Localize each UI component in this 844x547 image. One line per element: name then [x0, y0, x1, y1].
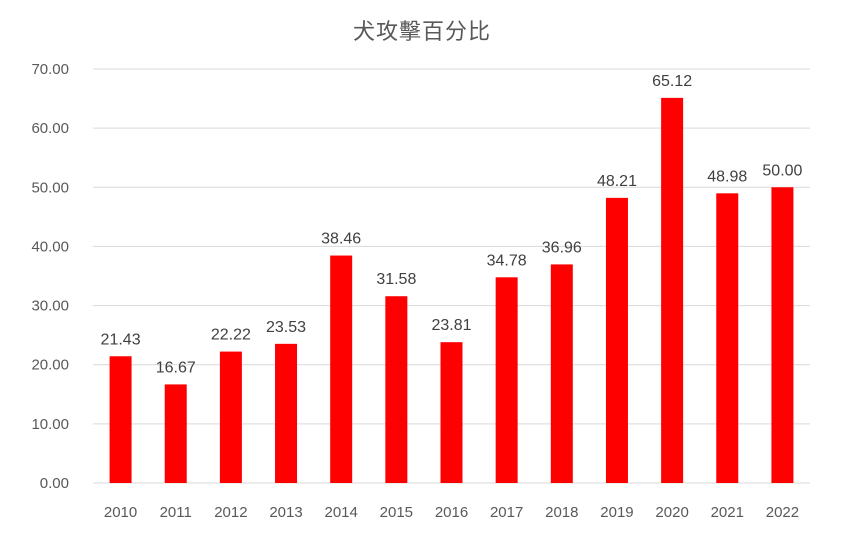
chart-title: 犬攻擊百分比	[352, 20, 491, 45]
y-tick-label: 60.00	[31, 120, 69, 137]
y-tick-label: 30.00	[31, 298, 69, 315]
data-label-2019: 48.21	[597, 173, 637, 190]
x-tick-label-2015: 2015	[380, 504, 413, 521]
y-tick-label: 70.00	[31, 61, 69, 78]
x-tick-label-2010: 2010	[104, 504, 137, 521]
bar-2013	[275, 343, 298, 483]
bar-2015	[385, 296, 408, 483]
y-tick-label: 10.00	[31, 416, 69, 433]
x-tick-label-2022: 2022	[766, 504, 799, 521]
y-axis-ticks: 0.00 10.00 20.00 30.00 40.00 50.00 60.00 70.00	[31, 61, 69, 492]
y-tick-label: 0.00	[40, 475, 69, 492]
x-tick-label-2017: 2017	[490, 504, 523, 521]
data-label-2013: 23.53	[266, 319, 306, 336]
bar-2018	[550, 264, 573, 483]
x-axis-ticks: 2010 2011 2012 2013 2014 2015 2016 2017 2018 2019…	[104, 504, 799, 521]
x-tick-label-2014: 2014	[325, 504, 358, 521]
data-label-2016: 23.81	[431, 317, 471, 334]
x-tick-label-2013: 2013	[269, 504, 302, 521]
bars	[109, 97, 794, 484]
x-tick-label-2021: 2021	[711, 504, 744, 521]
x-tick-label-2018: 2018	[545, 504, 578, 521]
data-label-2022: 50.00	[762, 162, 802, 179]
bar-2011	[164, 384, 187, 483]
data-label-2012: 22.22	[211, 327, 251, 344]
x-tick-label-2016: 2016	[435, 504, 468, 521]
bar-2021	[716, 193, 739, 483]
bar-2016	[440, 342, 463, 483]
data-label-2018: 36.96	[542, 239, 582, 256]
bar-2014	[330, 255, 353, 483]
data-label-2014: 38.46	[321, 231, 361, 248]
y-tick-label: 20.00	[31, 357, 69, 374]
bar-2012	[219, 351, 242, 483]
x-tick-label-2020: 2020	[655, 504, 688, 521]
data-label-2020: 65.12	[652, 73, 692, 90]
y-tick-label: 40.00	[31, 238, 69, 255]
y-tick-label: 50.00	[31, 179, 69, 196]
data-labels: 21.43 16.67 22.22 23.53 38.46 31.58 23.81 34.78…	[101, 73, 803, 377]
data-label-2021: 48.98	[707, 168, 747, 185]
data-label-2017: 34.78	[487, 252, 527, 269]
bar-2010	[109, 356, 132, 483]
x-tick-label-2011: 2011	[160, 504, 192, 521]
x-tick-label-2012: 2012	[214, 504, 247, 521]
bar-2019	[605, 197, 628, 483]
data-label-2010: 21.43	[101, 331, 141, 348]
x-tick-label-2019: 2019	[600, 504, 633, 521]
data-label-2011: 16.67	[156, 359, 196, 376]
bar-2022	[771, 187, 794, 484]
bar-2020	[661, 97, 684, 483]
data-label-2015: 31.58	[376, 271, 416, 288]
bar-2017	[495, 277, 518, 483]
